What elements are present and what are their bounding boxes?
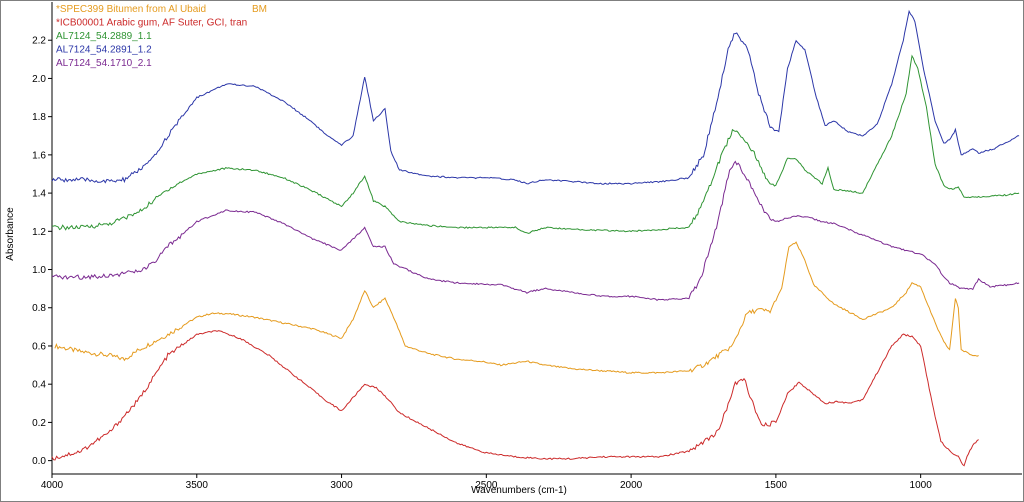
- y-tick-label: 1.0: [32, 265, 46, 276]
- y-tick-label: 0.4: [32, 380, 46, 391]
- series-line: [51, 9, 1020, 185]
- x-tick-label: 3500: [186, 480, 209, 491]
- y-tick-label: 1.4: [32, 189, 46, 200]
- y-axis-title: Absorbance: [5, 207, 16, 261]
- x-tick-label: 3000: [330, 480, 353, 491]
- series-line: [54, 241, 979, 374]
- x-axis-title: Wavenumbers (cm-1): [471, 485, 567, 496]
- y-tick-label: 0.8: [32, 303, 46, 314]
- y-tick-label: 0.6: [32, 341, 46, 352]
- y-tick-label: 1.8: [32, 112, 46, 123]
- x-tick-label: 1500: [765, 480, 788, 491]
- legend-entry: AL7124_54.1710_2.1: [56, 58, 152, 69]
- y-tick-label: 1.2: [32, 227, 46, 238]
- legend-entry: AL7124_54.2889_1.1: [56, 31, 152, 42]
- y-tick-label: 1.6: [32, 150, 46, 161]
- legend-entry: AL7124_54.2891_1.2: [56, 45, 152, 56]
- x-tick-label: 4000: [41, 480, 64, 491]
- y-tick-label: 0.2: [32, 418, 46, 429]
- series-line: [51, 160, 1020, 302]
- legend-entry: *SPEC399 Bitumen from Al Ubaid: [56, 4, 206, 15]
- y-tick-label: 2.0: [32, 74, 46, 85]
- legend: *SPEC399 Bitumen from Al Ubaid *ICB00001 …: [56, 4, 267, 69]
- x-tick-label: 2500: [475, 480, 498, 491]
- series-line: [51, 54, 1020, 234]
- legend-entry: *ICB00001 Arabic gum, AF Suter, GCI, tra…: [56, 18, 247, 29]
- series-lines: [51, 9, 1020, 467]
- x-tick-label: 2000: [620, 480, 643, 491]
- axes: [51, 2, 1022, 475]
- y-tick-label: 0.0: [32, 456, 46, 467]
- x-axis-ticks: 4000 3500 3000 2500 2000 1500 1000: [41, 474, 932, 491]
- y-axis-ticks: 0.0 0.2 0.4 0.6 0.8 1.0 1.2 1.4 1.6 1.8 2.0 2.2: [32, 36, 52, 467]
- x-tick-label: 1000: [910, 480, 933, 491]
- y-tick-label: 2.2: [32, 36, 46, 47]
- legend-extra-label: BM: [252, 4, 267, 15]
- series-line: [51, 330, 979, 467]
